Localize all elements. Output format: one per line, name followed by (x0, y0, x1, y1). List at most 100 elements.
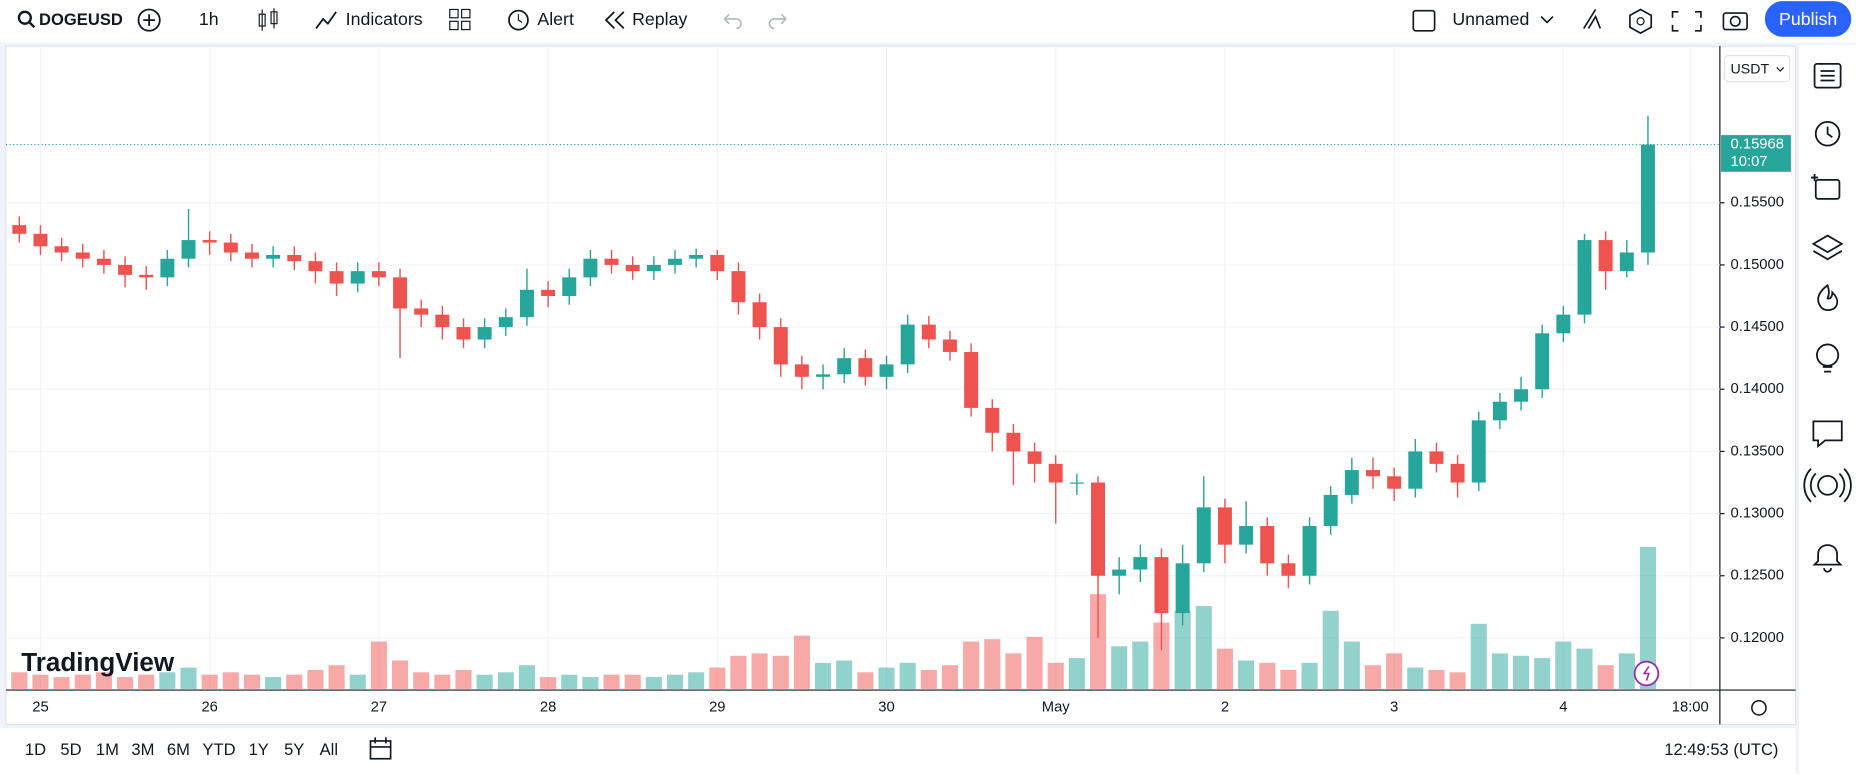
toolbar-icons[interactable] (1579, 5, 1757, 36)
volume-bar (1618, 653, 1635, 689)
candle-body (668, 258, 682, 265)
candle-body (1175, 563, 1190, 614)
replay-icon[interactable] (602, 8, 628, 32)
candle-body (1556, 314, 1571, 334)
volume-bar (1153, 622, 1170, 689)
add-symbol[interactable] (136, 7, 162, 33)
candle-body (816, 374, 831, 377)
volume-bar (582, 677, 599, 689)
candle-body (1133, 557, 1148, 570)
currency[interactable]: USDT (1731, 62, 1770, 78)
candle-body (266, 254, 281, 259)
search-icon[interactable] (17, 9, 38, 30)
event-icon (1642, 665, 1650, 681)
candle-body (181, 240, 196, 259)
indicators-icon[interactable] (314, 7, 340, 33)
volume-bar (1534, 658, 1551, 689)
volume-bar (815, 662, 832, 689)
range-button[interactable]: 6M (166, 739, 190, 759)
volume-bar (328, 665, 345, 689)
volume-bar (1407, 667, 1424, 689)
x-tick-label: 27 (371, 700, 387, 716)
candle-body (202, 240, 217, 243)
candle-body (625, 264, 640, 272)
currency-box[interactable] (1724, 55, 1791, 83)
layout-caret[interactable] (1539, 12, 1556, 29)
y-tick-label: 0.15500 (1731, 195, 1784, 211)
range-button[interactable]: 5D (60, 739, 82, 759)
range-button[interactable]: 1Y (248, 739, 269, 759)
candle-body (160, 258, 175, 278)
date-range-icon[interactable] (367, 736, 395, 762)
publish-button[interactable] (1764, 1, 1852, 37)
templates[interactable] (447, 7, 473, 33)
volume-bar (603, 674, 620, 689)
volume-bar (1111, 646, 1128, 689)
chart-type[interactable] (256, 6, 282, 34)
right-sidebar (1799, 44, 1856, 775)
indicators[interactable]: Indicators (345, 9, 423, 30)
candle-body (837, 358, 852, 375)
volume-bar (413, 672, 430, 689)
candle-body (139, 274, 154, 278)
range-button[interactable]: All (319, 739, 339, 759)
layout-icon[interactable] (1411, 8, 1437, 34)
candle-body (773, 327, 788, 365)
candle-body (562, 277, 577, 297)
volume-bar (476, 674, 493, 689)
candle-body (964, 351, 979, 408)
candle-body (794, 364, 809, 377)
volume-bar (899, 662, 916, 689)
volume-bar (286, 674, 303, 689)
y-tick-label: 0.14500 (1731, 319, 1784, 335)
candle-body (1091, 482, 1106, 576)
publish[interactable]: Publish (1779, 9, 1838, 30)
settings-icon[interactable] (1751, 699, 1767, 716)
candle-body (1577, 240, 1592, 315)
candle-body (1471, 420, 1486, 483)
alert-icon[interactable] (505, 6, 531, 34)
countdown: 10:07 (1731, 154, 1768, 170)
currency-caret[interactable] (1776, 67, 1785, 72)
axes: 0.12000 0.12500 0.13000 0.13500 0.14000 0.145… (5, 135, 1791, 716)
volume-bar (518, 665, 535, 689)
range-button[interactable]: 1M (95, 739, 119, 759)
volume-bar (11, 672, 28, 689)
layout-name[interactable]: Unnamed (1452, 9, 1530, 30)
candle-body (1027, 451, 1042, 464)
range-button[interactable]: 5Y (284, 739, 305, 759)
candle-body (1048, 463, 1063, 483)
interval[interactable]: 1h (198, 9, 219, 30)
candle-body (477, 327, 492, 340)
candle-body (985, 407, 1000, 433)
candle-body (329, 271, 344, 284)
x-tick-label: 2 (1221, 700, 1229, 716)
range-button[interactable]: 3M (131, 739, 155, 759)
volume-bar (1470, 623, 1487, 689)
top-toolbar: DOGEUSD 1h Indicators Alert Replay Unnam… (0, 0, 1856, 43)
replay[interactable]: Replay (632, 9, 688, 30)
alert[interactable]: Alert (537, 9, 574, 30)
candles (12, 115, 1655, 651)
candle-body (1535, 333, 1550, 390)
x-tick-label: 18:00 (1672, 700, 1709, 716)
volume-bar (138, 674, 155, 689)
last-price-box (1721, 135, 1791, 172)
volume-bar (434, 674, 451, 689)
candle-body (12, 225, 27, 234)
range-button[interactable]: 1D (24, 739, 47, 759)
y-tick-label: 0.12000 (1731, 630, 1784, 646)
candle-body (1640, 144, 1655, 253)
sidebar-icons[interactable] (1799, 45, 1856, 774)
volume-bar (1555, 641, 1572, 689)
y-tick-label: 0.12500 (1731, 568, 1784, 584)
volume-bar (1364, 665, 1382, 689)
undo-redo[interactable] (720, 9, 791, 30)
range-button[interactable]: YTD (202, 739, 236, 759)
volume-bar (1047, 662, 1064, 689)
candle-body (1196, 507, 1211, 564)
volume-bar (180, 667, 197, 689)
volume-bar (201, 674, 218, 689)
last-price-label: 0.15968 (1731, 136, 1784, 152)
symbol[interactable]: DOGEUSD (39, 9, 123, 29)
